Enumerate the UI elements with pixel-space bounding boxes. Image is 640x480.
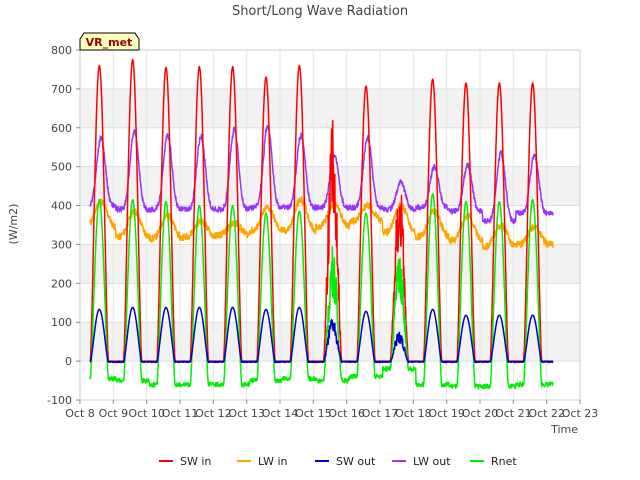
y-axis-ticks: -100 0 100 200 300 400 500 600 700 800 [47, 44, 80, 407]
x-axis-label: Time [550, 423, 578, 436]
legend: SW in LW in SW out LW out Rnet [159, 455, 517, 468]
legend-item: LW in [237, 455, 288, 468]
legend-item: SW out [315, 455, 376, 468]
x-tick-label: Oct 11 [162, 407, 199, 420]
legend-label: SW in [180, 455, 211, 468]
station-label: VR_met [86, 36, 133, 49]
x-tick-label: Oct 20 [462, 407, 499, 420]
y-tick-label: 100 [51, 316, 72, 329]
x-tick-label: Oct 8 [65, 407, 95, 420]
background-band [80, 88, 580, 128]
legend-item: SW in [159, 455, 211, 468]
y-tick-label: 600 [51, 122, 72, 135]
legend-label: SW out [336, 455, 376, 468]
x-tick-label: Oct 23 [562, 407, 599, 420]
legend-item: Rnet [470, 455, 517, 468]
y-tick-label: 700 [51, 83, 72, 96]
series-layer [89, 58, 554, 390]
series-line-sw-out [89, 306, 554, 364]
station-label-bg [79, 32, 140, 51]
y-tick-label: 0 [65, 355, 72, 368]
y-axis-label: (W/m2) [7, 204, 20, 245]
chart-title: Short/Long Wave Radiation [232, 4, 408, 19]
y-tick-label: -100 [47, 394, 72, 407]
y-tick-label: 200 [51, 277, 72, 290]
x-tick-label: Oct 13 [228, 407, 265, 420]
x-tick-label: Oct 14 [262, 407, 299, 420]
x-tick-label: Oct 9 [99, 407, 129, 420]
y-tick-label: 300 [51, 238, 72, 251]
y-tick-label: 500 [51, 161, 72, 174]
y-tick-label: 800 [51, 44, 72, 57]
x-tick-label: Oct 22 [528, 407, 565, 420]
x-tick-label: Oct 16 [328, 407, 365, 420]
legend-item: LW out [392, 455, 451, 468]
legend-label: Rnet [491, 455, 517, 468]
x-tick-label: Oct 19 [428, 407, 465, 420]
x-tick-label: Oct 17 [362, 407, 399, 420]
legend-label: LW out [413, 455, 451, 468]
station-label-box: VR_met [79, 32, 140, 51]
x-tick-label: Oct 21 [495, 407, 532, 420]
x-tick-label: Oct 18 [395, 407, 432, 420]
x-tick-label: Oct 15 [295, 407, 332, 420]
series-line-lw-out [89, 124, 554, 225]
y-tick-label: 400 [51, 200, 72, 213]
series-line-rnet [89, 193, 554, 390]
x-tick-label: Oct 12 [195, 407, 232, 420]
plot-frame [79, 49, 581, 401]
legend-label: LW in [258, 455, 288, 468]
x-tick-label: Oct 10 [128, 407, 165, 420]
